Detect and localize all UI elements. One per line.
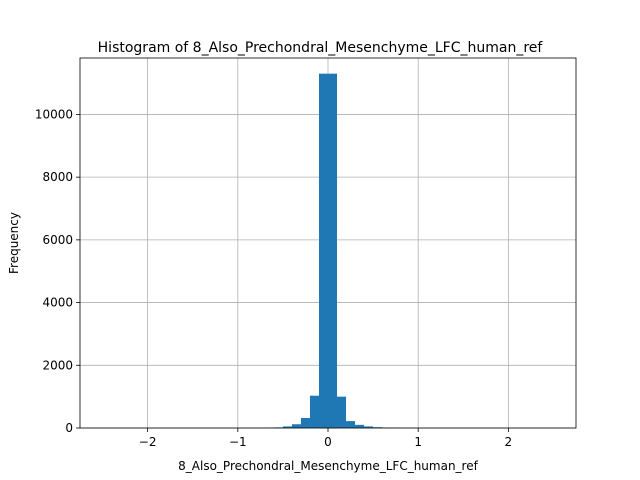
- histogram-bar: [291, 424, 301, 428]
- y-tick-label: 0: [65, 421, 73, 435]
- y-tick-label: 6000: [42, 233, 73, 247]
- histogram-bar: [355, 424, 365, 428]
- histogram-bar: [346, 421, 356, 428]
- histogram-bar: [318, 73, 328, 428]
- y-tick-label: 8000: [42, 170, 73, 184]
- y-tick-label: 2000: [42, 358, 73, 372]
- x-tick-label: 0: [324, 435, 332, 449]
- histogram-bar: [328, 73, 338, 428]
- histogram-bar: [364, 426, 374, 428]
- x-tick-label: −1: [229, 435, 247, 449]
- x-ticks: −2 −1 0 1 2: [139, 428, 512, 449]
- y-tick-label: 10000: [35, 107, 73, 121]
- histogram-bar: [282, 426, 292, 428]
- plot-area: −2 −1 0 1 2 0 2000 4000 6000 8000 10000: [35, 57, 577, 449]
- histogram-bar: [300, 417, 310, 428]
- x-tick-label: −2: [139, 435, 157, 449]
- chart-title: Histogram of 8_Also_Prechondral_Mesenchy…: [98, 40, 544, 56]
- x-tick-label: 1: [414, 435, 422, 449]
- x-axis-label: 8_Also_Prechondral_Mesenchyme_LFC_human_…: [178, 459, 478, 473]
- y-tick-label: 4000: [42, 296, 73, 310]
- histogram-bar: [309, 395, 319, 428]
- histogram-bar: [337, 396, 347, 428]
- x-tick-label: 2: [505, 435, 513, 449]
- y-axis-label: Frequency: [7, 212, 21, 274]
- y-ticks: 0 2000 4000 6000 8000 10000: [35, 107, 80, 435]
